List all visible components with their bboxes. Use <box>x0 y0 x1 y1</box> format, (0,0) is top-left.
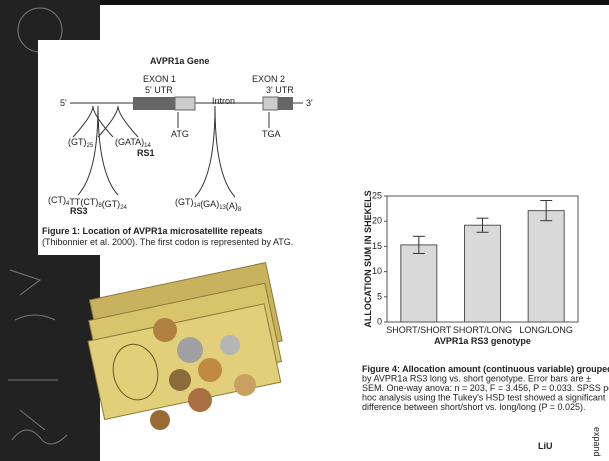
x-tick-label: LONG/LONG <box>519 325 573 335</box>
y-tick-label: 10 <box>372 266 382 276</box>
repeat-count: 8 <box>238 207 242 213</box>
gene-caption: Figure 1: Location of AVPR1a microsatell… <box>42 226 263 236</box>
exon1-utr <box>174 96 196 111</box>
repeat-unit: (GATA) <box>115 137 144 147</box>
repeat-unit: (GT) <box>68 137 87 147</box>
repeat-label: (GATA)14 <box>115 137 152 149</box>
repeat-count: 24 <box>120 205 127 211</box>
top-band <box>0 0 609 5</box>
repeat-count: 4 <box>66 201 70 207</box>
money-photo <box>87 262 283 430</box>
utr3-label: 3' UTR <box>266 85 294 95</box>
chart-caption: SEM. One-way anova: n = 203, F = 3.456, … <box>362 383 609 393</box>
bar <box>464 224 501 323</box>
logo-tag: expand <box>592 427 602 457</box>
exon2-utr <box>262 96 279 111</box>
end3-label: 3' <box>306 98 313 108</box>
repeat-label: (GT)14(GA)13(A)8 <box>175 197 242 213</box>
chart-caption: hoc analysis using the Tukey's HSD test … <box>362 393 606 403</box>
repeat-bracket <box>194 105 236 198</box>
repeat-count: 14 <box>194 203 201 209</box>
repeat-name: RS3 <box>70 206 88 216</box>
bar <box>400 244 438 323</box>
bar <box>527 210 565 323</box>
y-tick-label: 0 <box>377 317 382 327</box>
gene-title: AVPR1a Gene <box>150 56 209 66</box>
exon1-label: EXON 1 <box>143 74 176 84</box>
repeat-unit: TT(CT) <box>69 197 98 207</box>
repeat-count: 8 <box>98 203 102 209</box>
x-axis-label: AVPR1a RS3 genotype <box>434 336 531 346</box>
gene-caption: (Thibonnier et al. 2000). The first codo… <box>42 237 293 247</box>
repeat-count: 14 <box>144 143 151 149</box>
repeat-unit: (CT) <box>48 195 66 205</box>
y-axis-label: ALLOCATION SUM IN SHEKELS <box>363 190 373 327</box>
chart-caption: by AVPR1a RS3 long vs. short genotype. E… <box>362 374 591 384</box>
y-tick-label: 25 <box>372 191 382 201</box>
repeat-unit: (A) <box>226 201 238 211</box>
repeat-bracket <box>77 105 119 196</box>
repeat-bracket <box>72 105 114 138</box>
repeat-label: (CT)4TT(CT)8(GT)24 <box>48 195 128 211</box>
repeat-unit: (GT) <box>175 197 194 207</box>
y-tick-label: 15 <box>372 241 382 251</box>
logo: LiU <box>538 441 553 451</box>
chalk-doodles <box>8 7 68 445</box>
repeat-bracket <box>97 105 139 138</box>
repeat-unit: (GA) <box>200 199 219 209</box>
chart-caption: difference between short/short vs. long/… <box>362 402 586 412</box>
utr5-label: 5' UTR <box>145 85 173 95</box>
atg-label: ATG <box>171 129 189 139</box>
y-tick-label: 5 <box>377 291 382 301</box>
tga-label: TGA <box>262 129 281 139</box>
gene-panel <box>38 40 330 255</box>
repeat-label: (GT)25 <box>68 137 94 149</box>
intron-label: Intron <box>212 96 235 106</box>
chart-caption: Figure 4: Allocation amount (continuous … <box>362 364 609 374</box>
repeat-unit: (GT) <box>102 199 121 209</box>
repeat-count: 25 <box>87 143 94 149</box>
repeat-name: RS1 <box>137 148 155 158</box>
exon2-label: EXON 2 <box>252 74 285 84</box>
x-tick-label: SHORT/SHORT <box>386 325 452 335</box>
x-tick-label: SHORT/LONG <box>453 325 512 335</box>
end5-label: 5' <box>60 98 67 108</box>
y-tick-label: 20 <box>372 216 382 226</box>
repeat-count: 13 <box>219 205 226 211</box>
logo-mark <box>38 40 78 70</box>
